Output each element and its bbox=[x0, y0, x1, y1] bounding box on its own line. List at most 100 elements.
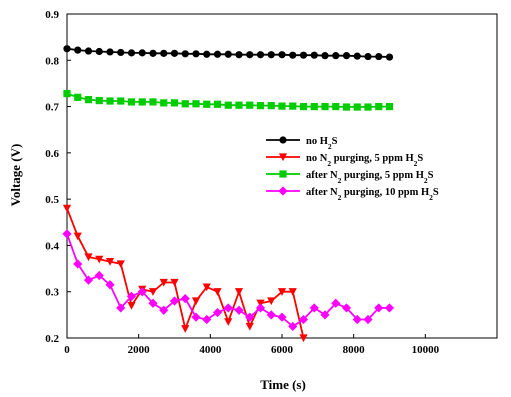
y-tick-label: 0.4 bbox=[45, 240, 59, 252]
data-point bbox=[364, 103, 372, 111]
data-point bbox=[202, 314, 212, 325]
y-tick-label: 0.6 bbox=[45, 148, 59, 160]
data-point bbox=[159, 278, 168, 287]
data-point bbox=[299, 334, 308, 343]
data-point bbox=[332, 102, 340, 111]
series-line bbox=[66, 233, 390, 328]
data-point bbox=[94, 270, 104, 281]
data-point bbox=[375, 102, 383, 111]
data-point bbox=[277, 288, 287, 296]
data-point bbox=[278, 51, 286, 59]
data-point bbox=[73, 232, 82, 241]
data-point bbox=[106, 48, 114, 56]
data-point bbox=[63, 45, 71, 53]
x-tick-label: 2000 bbox=[128, 344, 151, 356]
data-point bbox=[213, 288, 222, 296]
data-point bbox=[106, 97, 114, 105]
data-point bbox=[127, 98, 136, 106]
legend-entry: after N2 purging, 10 ppm H2S bbox=[266, 186, 439, 202]
data-point bbox=[385, 102, 394, 111]
data-point bbox=[384, 303, 395, 313]
data-point bbox=[299, 102, 308, 111]
data-point bbox=[117, 97, 125, 105]
x-tick-label: 6000 bbox=[271, 344, 294, 356]
data-point bbox=[191, 297, 201, 306]
data-point bbox=[84, 253, 93, 262]
data-point bbox=[332, 52, 340, 60]
legend-text-part: purging, 10 ppm H bbox=[341, 187, 429, 198]
data-point bbox=[331, 298, 341, 308]
data-point bbox=[160, 99, 168, 107]
legend-text-part: S bbox=[433, 187, 439, 198]
y-tick-label: 0.2 bbox=[45, 333, 59, 345]
legend-subscript: 2 bbox=[328, 142, 332, 151]
data-point bbox=[62, 204, 72, 213]
data-point bbox=[256, 51, 265, 59]
data-point bbox=[279, 136, 287, 144]
data-point bbox=[181, 100, 189, 108]
data-point bbox=[213, 100, 222, 108]
data-point bbox=[278, 102, 286, 110]
data-point bbox=[279, 170, 287, 178]
legend-subscript: 2 bbox=[414, 159, 418, 168]
data-point bbox=[289, 102, 297, 110]
data-point bbox=[235, 51, 243, 59]
legend-subscript: 2 bbox=[327, 159, 331, 168]
data-point bbox=[288, 288, 297, 296]
data-point bbox=[95, 47, 103, 56]
data-point bbox=[341, 303, 352, 313]
data-point bbox=[62, 229, 72, 239]
data-point bbox=[234, 288, 244, 296]
data-point bbox=[310, 102, 318, 111]
data-point bbox=[224, 101, 232, 109]
data-point bbox=[321, 102, 329, 111]
data-point bbox=[353, 52, 361, 60]
data-point bbox=[342, 103, 351, 111]
data-point bbox=[266, 310, 276, 320]
data-point bbox=[202, 283, 211, 292]
series-2 bbox=[62, 204, 308, 343]
data-point bbox=[191, 312, 201, 322]
data-point bbox=[127, 302, 136, 310]
data-point bbox=[267, 51, 275, 59]
data-point bbox=[342, 52, 351, 60]
data-point bbox=[267, 102, 275, 110]
data-point bbox=[224, 50, 232, 58]
data-point bbox=[74, 93, 82, 101]
data-point bbox=[95, 255, 104, 264]
data-point bbox=[169, 296, 180, 306]
data-point bbox=[181, 50, 189, 58]
data-point bbox=[288, 321, 298, 332]
data-point bbox=[149, 49, 157, 57]
data-point bbox=[148, 298, 158, 308]
series-3 bbox=[63, 90, 394, 111]
data-point bbox=[95, 96, 103, 105]
data-point bbox=[310, 51, 318, 59]
data-point bbox=[234, 305, 244, 315]
legend-text-part: after N bbox=[306, 187, 338, 198]
legend-label: after N2 purging, 10 ppm H2S bbox=[306, 187, 439, 202]
data-point bbox=[138, 49, 146, 57]
legend-text-part: S bbox=[428, 170, 434, 181]
tick-labels: 0 2000 4000 6000 8000 10000 0.2 0.3 0.4 0.5 0.6 0.7… bbox=[45, 9, 439, 356]
data-point bbox=[170, 99, 179, 107]
y-tick-label: 0.5 bbox=[45, 194, 59, 206]
data-point bbox=[321, 52, 329, 60]
data-point bbox=[352, 314, 362, 325]
legend-text-part: after N bbox=[306, 170, 338, 181]
data-point bbox=[105, 280, 115, 290]
x-tick-label: 0 bbox=[64, 344, 70, 356]
data-point bbox=[192, 100, 200, 108]
data-point bbox=[298, 314, 309, 325]
data-point bbox=[246, 51, 254, 59]
data-point bbox=[127, 49, 136, 57]
data-point bbox=[203, 50, 211, 58]
data-point bbox=[159, 305, 169, 315]
series-line bbox=[66, 208, 305, 339]
data-point bbox=[299, 51, 308, 59]
data-point bbox=[181, 325, 190, 333]
legend-label: no H2S bbox=[306, 136, 338, 151]
series-1 bbox=[63, 45, 394, 61]
legend-text-part: S bbox=[332, 136, 338, 147]
